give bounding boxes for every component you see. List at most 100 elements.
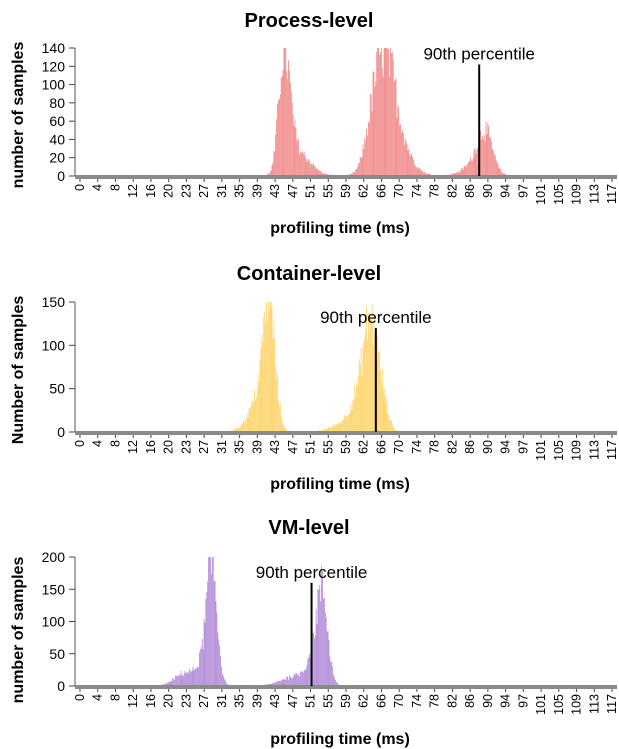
histogram-bar bbox=[324, 173, 326, 176]
x-tick-label: 20 bbox=[162, 440, 176, 454]
histogram-bar bbox=[451, 173, 453, 176]
histogram-bar bbox=[357, 385, 358, 432]
histogram-bar bbox=[378, 48, 379, 176]
histogram-bar bbox=[384, 48, 386, 176]
histogram-bar bbox=[268, 173, 270, 176]
x-tick-label: 35 bbox=[233, 440, 247, 454]
histogram-bar bbox=[202, 649, 204, 686]
histogram-bar bbox=[488, 126, 490, 176]
histogram-bar bbox=[188, 668, 190, 686]
histogram-bar bbox=[274, 682, 276, 686]
histogram-bar bbox=[323, 429, 325, 432]
histogram-bar bbox=[181, 675, 183, 686]
histogram-bar bbox=[274, 150, 276, 176]
histogram-bar bbox=[333, 425, 334, 432]
histogram-bar bbox=[333, 674, 334, 686]
histogram-bar bbox=[318, 171, 320, 176]
histogram-bar bbox=[259, 360, 261, 432]
histogram-bar bbox=[199, 652, 200, 686]
histogram-bar bbox=[324, 612, 326, 686]
histogram-bar bbox=[215, 601, 217, 686]
histogram-bar bbox=[187, 672, 188, 686]
histogram-bar bbox=[336, 682, 338, 686]
histogram-bar bbox=[301, 671, 303, 686]
histogram-bar bbox=[170, 681, 172, 686]
histogram-bar bbox=[280, 77, 282, 176]
y-tick-label: 0 bbox=[57, 168, 65, 184]
histogram-bar bbox=[367, 340, 368, 432]
histogram-bar bbox=[493, 154, 495, 176]
histogram-bar bbox=[379, 351, 380, 432]
x-tick-label: 62 bbox=[357, 694, 371, 708]
x-axis-label: profiling time (ms) bbox=[270, 731, 410, 748]
histogram-bar bbox=[278, 680, 280, 686]
histogram-bar bbox=[233, 429, 234, 432]
histogram-bar bbox=[504, 173, 506, 176]
x-tick-label: 39 bbox=[250, 694, 264, 708]
histogram-bar bbox=[465, 167, 467, 176]
histogram-bar bbox=[477, 147, 479, 176]
x-tick-label: 20 bbox=[162, 694, 176, 708]
histogram-bar bbox=[462, 170, 464, 176]
histogram-bar bbox=[327, 427, 329, 432]
histogram-bar bbox=[404, 138, 406, 176]
histogram-bar bbox=[288, 60, 289, 176]
histogram-bar bbox=[171, 680, 173, 686]
y-tick-label: 0 bbox=[57, 678, 65, 694]
histogram-bar bbox=[224, 680, 226, 686]
histogram-bar bbox=[298, 674, 300, 686]
histogram-bar bbox=[323, 173, 325, 176]
histogram-bar bbox=[247, 417, 249, 432]
x-tick-label: 94 bbox=[499, 694, 513, 708]
histogram-bar bbox=[363, 341, 365, 432]
histogram-bar bbox=[298, 138, 300, 176]
histogram-bar bbox=[323, 598, 324, 686]
histogram-bar bbox=[413, 159, 414, 176]
histogram-bar bbox=[365, 140, 367, 176]
histogram-bar bbox=[300, 671, 302, 686]
histogram-bar bbox=[385, 403, 387, 432]
histogram-bar bbox=[425, 172, 426, 176]
x-tick-label: 109 bbox=[570, 440, 584, 461]
histogram-bar bbox=[339, 422, 341, 432]
histogram-bar bbox=[284, 679, 286, 686]
histogram-bar bbox=[337, 423, 339, 432]
histogram-bar bbox=[287, 677, 289, 686]
percentile-label: 90th percentile bbox=[320, 308, 432, 327]
histogram-bar bbox=[383, 394, 385, 432]
histogram-bar bbox=[326, 631, 328, 686]
histogram-bar bbox=[408, 148, 410, 176]
histogram-bar bbox=[317, 168, 319, 176]
histogram-bar bbox=[277, 681, 278, 686]
histogram-bar bbox=[213, 581, 215, 686]
x-tick-label: 82 bbox=[445, 694, 459, 708]
histogram-bar bbox=[355, 169, 357, 176]
histogram-bar bbox=[348, 414, 350, 432]
histogram-bar bbox=[304, 155, 306, 176]
histogram-bar bbox=[302, 154, 304, 176]
histogram-bar bbox=[335, 424, 337, 432]
histogram-bar bbox=[453, 173, 455, 176]
histogram-bar bbox=[307, 159, 309, 176]
percentile-label: 90th percentile bbox=[256, 563, 368, 582]
histogram-bar bbox=[357, 375, 359, 432]
y-tick-label: 150 bbox=[42, 294, 66, 310]
histogram-bar bbox=[263, 317, 265, 432]
histogram-bar bbox=[358, 163, 360, 176]
histogram-bar bbox=[303, 669, 305, 686]
histogram-bar bbox=[412, 156, 413, 176]
x-tick-label: 43 bbox=[268, 694, 282, 708]
histogram-bar bbox=[216, 612, 218, 686]
y-tick-label: 150 bbox=[42, 581, 66, 597]
histogram-bar bbox=[314, 635, 316, 686]
histogram-bar bbox=[374, 86, 376, 176]
histogram-bar bbox=[416, 167, 418, 176]
histogram-bar bbox=[336, 424, 338, 432]
histogram-bar bbox=[418, 167, 420, 176]
x-tick-label: 55 bbox=[321, 184, 335, 198]
histogram-bar bbox=[315, 168, 317, 176]
histogram-bar bbox=[305, 158, 307, 176]
histogram-bar bbox=[424, 171, 425, 176]
